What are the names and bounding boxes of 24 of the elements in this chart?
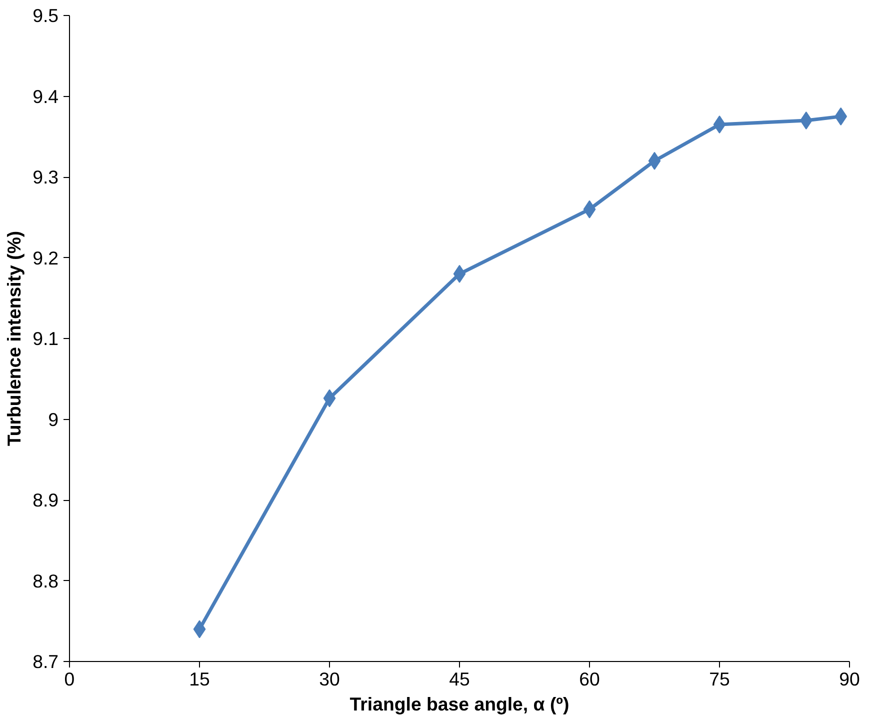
y-tick-label: 9.2 (32, 247, 59, 268)
y-axis-title: Turbulence intensity (%) (4, 230, 25, 446)
x-tick-label: 45 (449, 668, 470, 690)
y-tick-label: 9.5 (32, 5, 59, 26)
x-tick-label: 0 (64, 668, 75, 690)
point (648, 152, 661, 170)
point (713, 116, 726, 134)
point (453, 264, 466, 283)
x-tick-label: 90 (839, 668, 860, 690)
x-tick-label: 75 (709, 668, 730, 690)
x-axis-title: Triangle base angle, α (º) (350, 694, 570, 714)
x-tick-label: 60 (579, 668, 600, 690)
x-tick-label: 15 (189, 668, 210, 690)
y-tick-label: 8.8 (32, 570, 59, 592)
point (193, 620, 206, 638)
y-tick-label: 9.1 (32, 328, 59, 349)
y-tick-label: 9.4 (32, 86, 59, 107)
point (323, 389, 336, 408)
y-tick-label: 9 (48, 408, 59, 430)
x-tick-label: 30 (319, 668, 340, 690)
y-tick-label: 8.9 (32, 490, 59, 510)
point (583, 200, 596, 218)
y-tick-label: 9.3 (32, 166, 59, 188)
y-tick-label: 8.7 (32, 651, 59, 672)
